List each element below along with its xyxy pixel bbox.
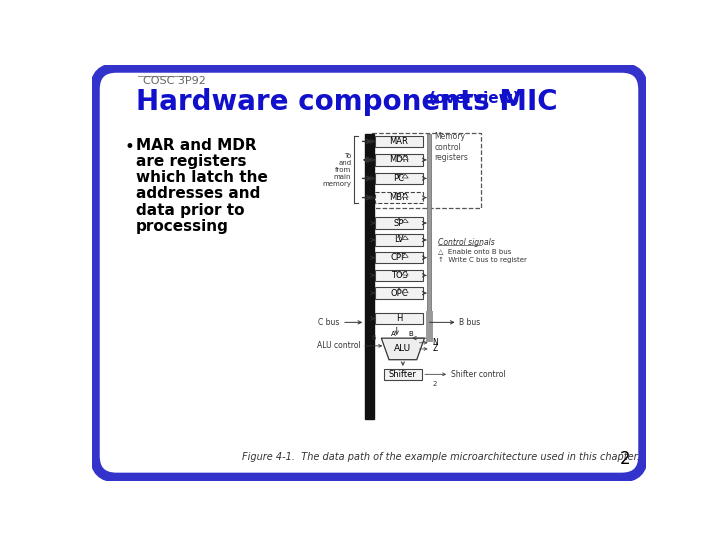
Bar [375,287,423,299]
Bar [384,369,422,380]
Text: MAR: MAR [390,137,408,146]
Text: LV: LV [395,235,404,245]
Bar [427,134,431,314]
Bar [372,132,482,208]
Text: addresses and: addresses and [135,186,260,201]
FancyBboxPatch shape [95,68,643,477]
Text: ALU: ALU [395,345,411,354]
Text: 6: 6 [372,335,376,341]
Text: 2: 2 [433,381,437,387]
Text: COSC 3P92: COSC 3P92 [143,76,206,85]
Text: MDR: MDR [390,156,409,164]
Text: 2: 2 [620,450,631,468]
Text: B: B [408,330,413,336]
Bar [375,313,423,325]
Text: CPP: CPP [391,253,407,262]
Text: (overview): (overview) [429,91,521,106]
Text: which latch the: which latch the [135,170,268,185]
Text: Shifter: Shifter [389,370,417,379]
Text: TOS: TOS [390,271,408,280]
Text: •: • [124,138,134,156]
Text: processing: processing [135,219,228,234]
Bar [375,192,423,204]
Bar [375,269,423,281]
Bar [375,173,423,184]
Text: Z: Z [432,345,437,354]
Text: A: A [391,330,396,336]
Text: Shifter control: Shifter control [451,370,505,379]
Text: Figure 4-1.  The data path of the example microarchitecture used in this chapter: Figure 4-1. The data path of the example… [242,452,640,462]
Text: SP: SP [394,219,404,227]
Polygon shape [402,219,408,222]
Text: data prior to: data prior to [135,202,244,218]
Text: ↑  Write C bus to register: ↑ Write C bus to register [438,256,527,262]
Polygon shape [402,253,408,257]
Polygon shape [402,193,408,197]
Polygon shape [402,271,408,275]
Polygon shape [402,156,408,159]
Text: MAR and MDR: MAR and MDR [135,138,256,153]
Bar [375,252,423,264]
Text: B bus: B bus [459,318,480,327]
Bar [365,134,374,419]
Bar [375,136,423,147]
Polygon shape [382,338,425,360]
Text: N: N [432,338,438,347]
Polygon shape [402,236,408,240]
Text: Hardware components MIC: Hardware components MIC [137,88,558,116]
Text: MBR: MBR [390,193,408,202]
Polygon shape [402,174,408,178]
Text: To
and
from
main
memory: To and from main memory [323,152,351,186]
Text: OPC: OPC [390,288,408,298]
Text: C bus: C bus [318,318,340,327]
Bar [375,154,423,166]
Bar [375,234,423,246]
Text: PC: PC [394,174,405,183]
Text: H: H [396,314,402,323]
Polygon shape [402,289,408,293]
Text: are registers: are registers [135,154,246,169]
Text: ALU control: ALU control [317,341,361,350]
Bar [375,217,423,229]
Text: △  Enable onto B bus: △ Enable onto B bus [438,248,512,254]
Text: Control signals: Control signals [438,238,495,247]
Text: Memory
control
registers: Memory control registers [434,132,468,162]
